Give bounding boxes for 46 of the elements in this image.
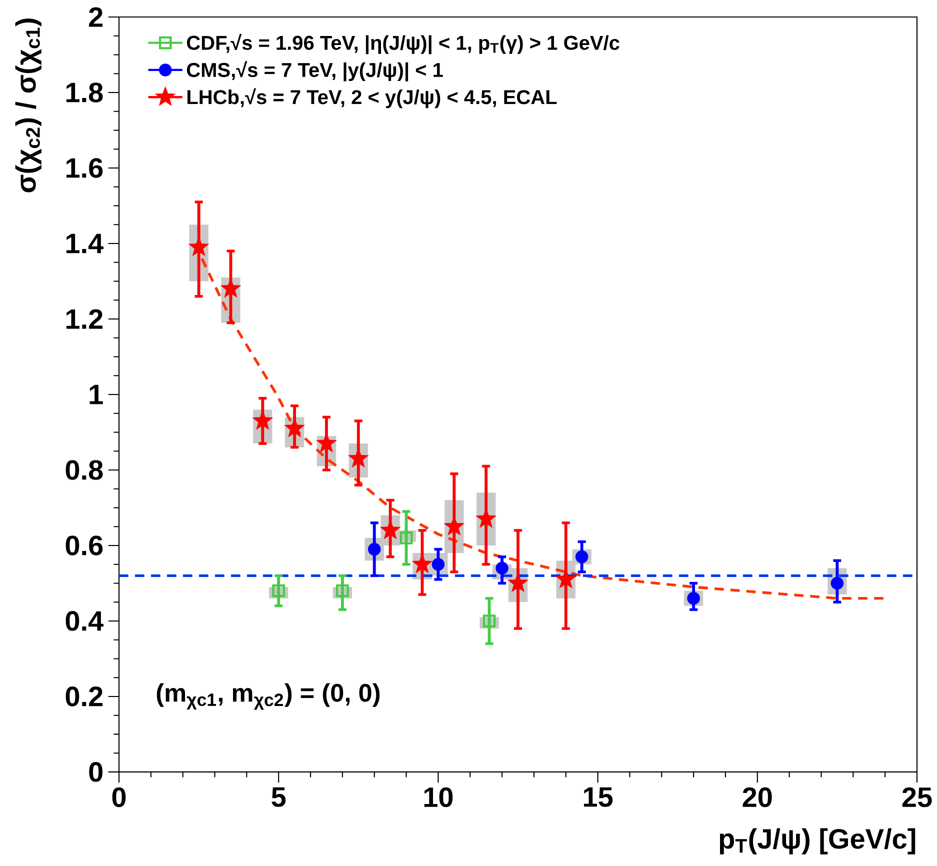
x-tick-label: 0 xyxy=(112,787,126,808)
point xyxy=(557,570,575,588)
point xyxy=(575,550,588,564)
point xyxy=(482,614,496,628)
y-axis-title: σ(χ$_{c2}$) / σ(χ$_{c1}$) xyxy=(15,18,42,192)
point xyxy=(286,419,304,436)
point xyxy=(400,532,413,544)
point xyxy=(272,584,285,598)
point xyxy=(509,574,527,591)
annotation: (m$_{χc1}$, m$_{χc2}$) = (0, 0) xyxy=(156,683,380,710)
point xyxy=(222,280,240,296)
point xyxy=(254,412,272,428)
y-tick-label: 0.4 xyxy=(66,611,104,631)
point xyxy=(496,562,508,575)
y-tick-label: 0 xyxy=(89,762,102,782)
point xyxy=(445,518,463,534)
y-tick-label: 1 xyxy=(90,384,103,404)
x-axis-title: p$_{T}$(J/ψ) [GeV/c] xyxy=(720,828,916,854)
x-tick-label: 15 xyxy=(584,787,613,807)
point xyxy=(830,576,844,590)
point xyxy=(318,434,336,452)
line-series xyxy=(200,257,886,600)
point xyxy=(477,510,495,527)
y-tick-label: 1.2 xyxy=(66,309,102,329)
x-tick-label: 20 xyxy=(742,787,772,808)
y-tick-label: 0.6 xyxy=(66,536,103,556)
legend-label: CDF,√s = 1.96 TeV, |η(J/ψ)| < 1, p$_{T}$(γ) > 1 GeV/c xyxy=(186,34,620,54)
y-tick-label: 1.4 xyxy=(66,234,104,254)
point xyxy=(687,592,700,605)
x-tick-label: 5 xyxy=(272,787,286,807)
x-tick-label: 10 xyxy=(424,787,453,808)
legend-label: LHCb,√s = 7 TeV, 2 < y(J/ψ) < 4.5, ECAL xyxy=(187,88,557,108)
x-tick-label: 25 xyxy=(902,787,932,808)
y-tick-label: 0.8 xyxy=(66,460,103,480)
y-tick-label: 1.8 xyxy=(66,82,103,102)
y-tick-label: 1.6 xyxy=(66,158,103,178)
legend-label: CMS,√s = 7 TeV, |y(J/ψ)| < 1 xyxy=(186,61,443,82)
point xyxy=(190,238,208,255)
point xyxy=(382,521,399,538)
point xyxy=(350,450,368,466)
point xyxy=(432,558,445,571)
y-tick-label: 0.2 xyxy=(66,686,102,706)
point xyxy=(368,542,381,556)
point xyxy=(414,555,431,572)
point xyxy=(336,584,349,598)
y-tick-label: 2 xyxy=(89,7,102,27)
